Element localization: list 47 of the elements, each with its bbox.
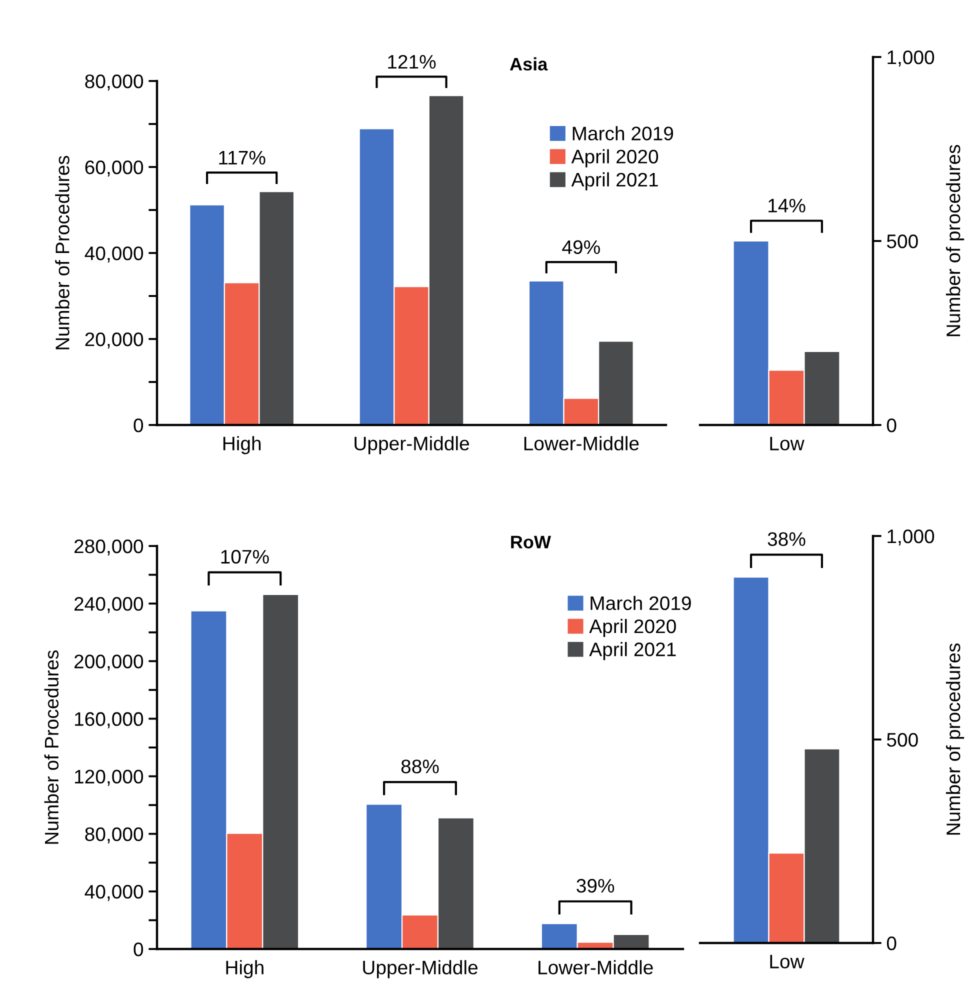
y-tick-label: 280,000 xyxy=(74,539,144,556)
y-tick-label: 20,000 xyxy=(85,332,144,349)
annotation: 88% xyxy=(401,760,439,774)
x-tick-label: Lower-Middle xyxy=(538,960,653,974)
annotation: 39% xyxy=(576,878,614,893)
y-tick-label: 80,000 xyxy=(85,74,144,91)
y2-axis-title: Number of procedures xyxy=(946,144,964,336)
annotation: 107% xyxy=(221,550,269,564)
x-tick-label: Upper-Middle xyxy=(363,960,478,978)
y2-tick-label: 500 xyxy=(886,234,918,248)
legend-label: March 2019 xyxy=(572,126,674,140)
y-tick-label: 120,000 xyxy=(75,770,144,786)
x-tick-label: Lower-Middle xyxy=(524,436,639,450)
y2-tick-label: 0 xyxy=(886,936,896,950)
x-tick-label: High xyxy=(223,436,261,454)
y-tick-label: 40,000 xyxy=(84,884,144,901)
annotation: 38% xyxy=(768,532,806,546)
y2-tick-label: 500 xyxy=(886,732,918,747)
chart-title: RoW xyxy=(511,536,551,548)
y-axis-title: Number of Procedures xyxy=(55,156,70,350)
chart-title: Asia xyxy=(510,57,548,71)
x-tick-label: High xyxy=(226,960,264,978)
y2-tick-label: 1,000 xyxy=(888,50,934,67)
text: 121% xyxy=(388,54,436,69)
legend-label: March 2019 xyxy=(590,596,691,610)
legend-label: April 2020 xyxy=(589,618,676,638)
y-tick-label: 60,000 xyxy=(85,160,144,177)
y-tick-label: 80,000 xyxy=(85,827,144,844)
legend-label: April 2021 xyxy=(571,172,658,190)
y-tick-label: 240,000 xyxy=(74,597,144,614)
legend-label: April 2020 xyxy=(571,149,658,168)
y-tick-label: 40,000 xyxy=(84,246,144,263)
y2-tick-label: 0 xyxy=(886,418,896,432)
y2-tick-label: 1,000 xyxy=(888,529,934,546)
annotation: 14% xyxy=(768,198,806,212)
y2-axis-title: Number of procedures xyxy=(946,643,964,835)
y-tick-label: 200,000 xyxy=(74,654,144,671)
x-tick-label: Low xyxy=(770,954,804,968)
legend-label: April 2021 xyxy=(589,642,676,660)
y-tick-label: 0 xyxy=(134,418,144,432)
y-tick-label: 0 xyxy=(134,942,144,956)
x-tick-label: Low xyxy=(770,436,804,450)
x-tick-label: Upper-Middle xyxy=(354,436,469,454)
y-axis-title: Number of Procedures xyxy=(44,650,59,844)
y-tick-label: 160,000 xyxy=(75,712,144,728)
annotation: 117% xyxy=(219,150,266,165)
annotation: 49% xyxy=(562,240,600,254)
